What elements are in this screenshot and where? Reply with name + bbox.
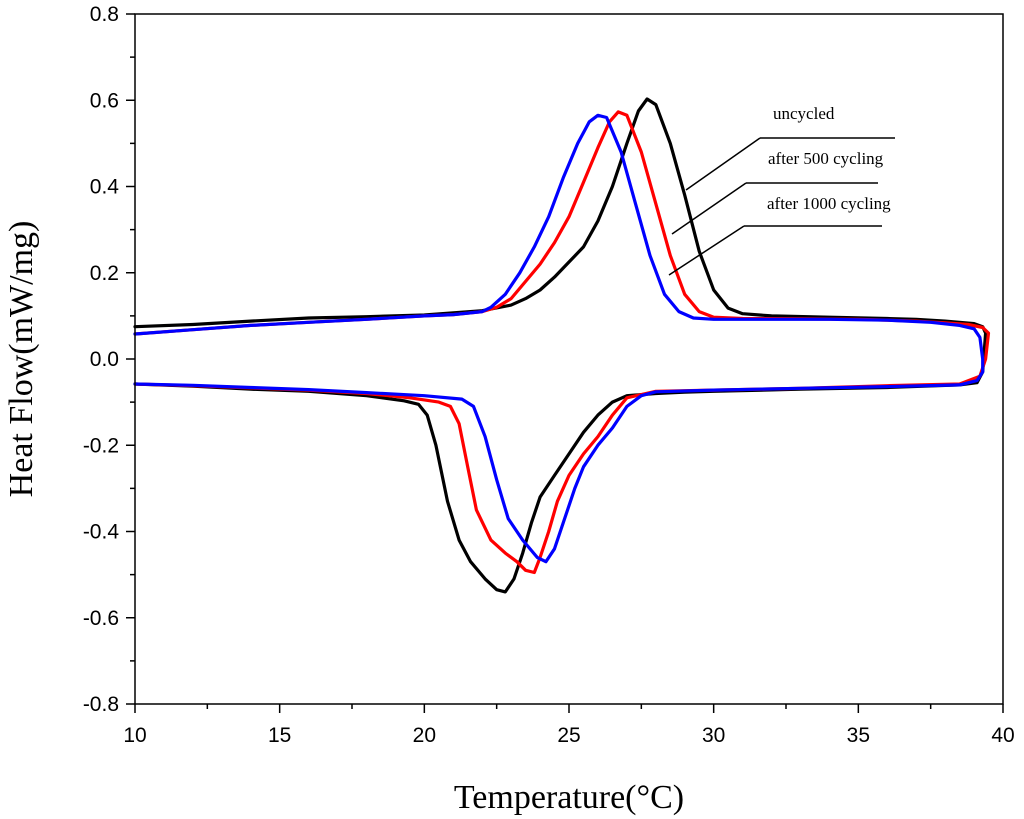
- y-tick-label: 0.0: [90, 348, 119, 371]
- y-tick-label: -0.4: [83, 521, 120, 544]
- x-tick-label: 25: [557, 724, 580, 747]
- legend-leader-line: [685, 137, 761, 191]
- legend-layer: uncycled after 500 cycling after 1000 cycl…: [668, 104, 895, 276]
- y-tick-label: 0.8: [90, 3, 119, 26]
- y-tick-label: 0.4: [90, 176, 120, 199]
- x-tick-label: 30: [702, 724, 725, 747]
- y-tick-label: 0.6: [90, 89, 119, 112]
- y-tick-label: 0.2: [90, 262, 119, 285]
- y-tick-label: -0.8: [83, 693, 119, 716]
- x-tick-label: 20: [413, 724, 436, 747]
- series-layer: [133, 97, 991, 594]
- y-tick-label: -0.2: [83, 434, 119, 457]
- y-axis-title: Heat Flow(mW/mg): [3, 221, 40, 498]
- legend-label-after-500-cycling: after 500 cycling: [768, 149, 884, 168]
- legend-label-after-1000-cycling: after 1000 cycling: [767, 194, 891, 213]
- plot-frame: [134, 13, 1004, 705]
- legend-label-uncycled: uncycled: [773, 104, 835, 123]
- y-tick-label: -0.6: [83, 607, 119, 630]
- x-axis-title: Temperature(°C): [454, 779, 684, 816]
- series-line-uncycled: [133, 97, 988, 594]
- series-line-after-1000-cycling: [133, 113, 985, 564]
- x-tick-label: 15: [268, 724, 291, 747]
- legend-leader-line: [668, 225, 745, 276]
- x-tick-label: 40: [991, 724, 1014, 747]
- legend-leader-line: [671, 182, 747, 235]
- ticks-layer: 10 15 20 25 30 35 40 -0.8 -0.6 -0.4 -0.2 0.0 0.2 0.4 0…: [83, 3, 1015, 747]
- series-line-after-500-cycling: [133, 110, 991, 575]
- x-tick-label: 35: [847, 724, 870, 747]
- x-tick-label: 10: [123, 724, 146, 747]
